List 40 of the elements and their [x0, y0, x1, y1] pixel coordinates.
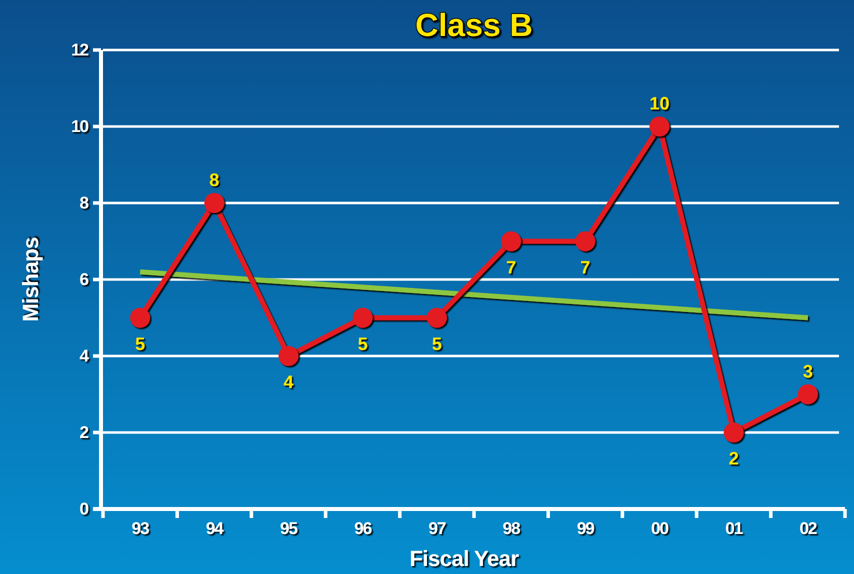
x-tick-label: 99 [576, 519, 594, 538]
x-tick-label: 97 [428, 519, 446, 538]
y-tick-label: 0 [80, 499, 89, 518]
y-tick-label: 10 [71, 116, 89, 136]
data-label: 5 [432, 334, 442, 354]
point [426, 308, 447, 328]
x-tick-label: 94 [206, 519, 224, 538]
point [575, 231, 596, 252]
x-tick-label: 01 [725, 519, 743, 538]
y-tick-label: 12 [71, 40, 89, 60]
point [278, 346, 298, 366]
x-tick-label: 00 [651, 519, 668, 538]
y-tick-label: 2 [80, 422, 89, 442]
y-tick-label: 4 [80, 346, 90, 366]
point [352, 308, 373, 328]
data-label: 3 [802, 361, 813, 382]
data-label: 2 [728, 448, 739, 468]
point [650, 116, 670, 136]
point [130, 308, 150, 328]
point [798, 384, 818, 404]
x-tick-label: 93 [132, 519, 150, 538]
x-tick-label: 95 [280, 519, 298, 538]
y-axis-title: Mishaps [18, 236, 43, 322]
point [724, 422, 744, 442]
point [501, 231, 522, 252]
chart-title: Class B [415, 7, 533, 43]
x-tick-label: 98 [502, 519, 520, 538]
y-tick-label: 6 [80, 270, 89, 289]
point [204, 193, 224, 213]
x-tick-label: 96 [354, 519, 372, 538]
data-label: 4 [283, 372, 294, 392]
data-label: 5 [135, 334, 146, 354]
y-tick-label: 8 [80, 193, 89, 212]
x-axis-title: Fiscal Year [409, 546, 520, 571]
data-label: 7 [506, 257, 516, 278]
data-label: 5 [358, 334, 368, 354]
x-tick-label: 02 [799, 519, 817, 538]
data-label: 8 [209, 170, 220, 190]
data-label: 10 [649, 94, 670, 114]
data-label: 7 [580, 257, 590, 278]
